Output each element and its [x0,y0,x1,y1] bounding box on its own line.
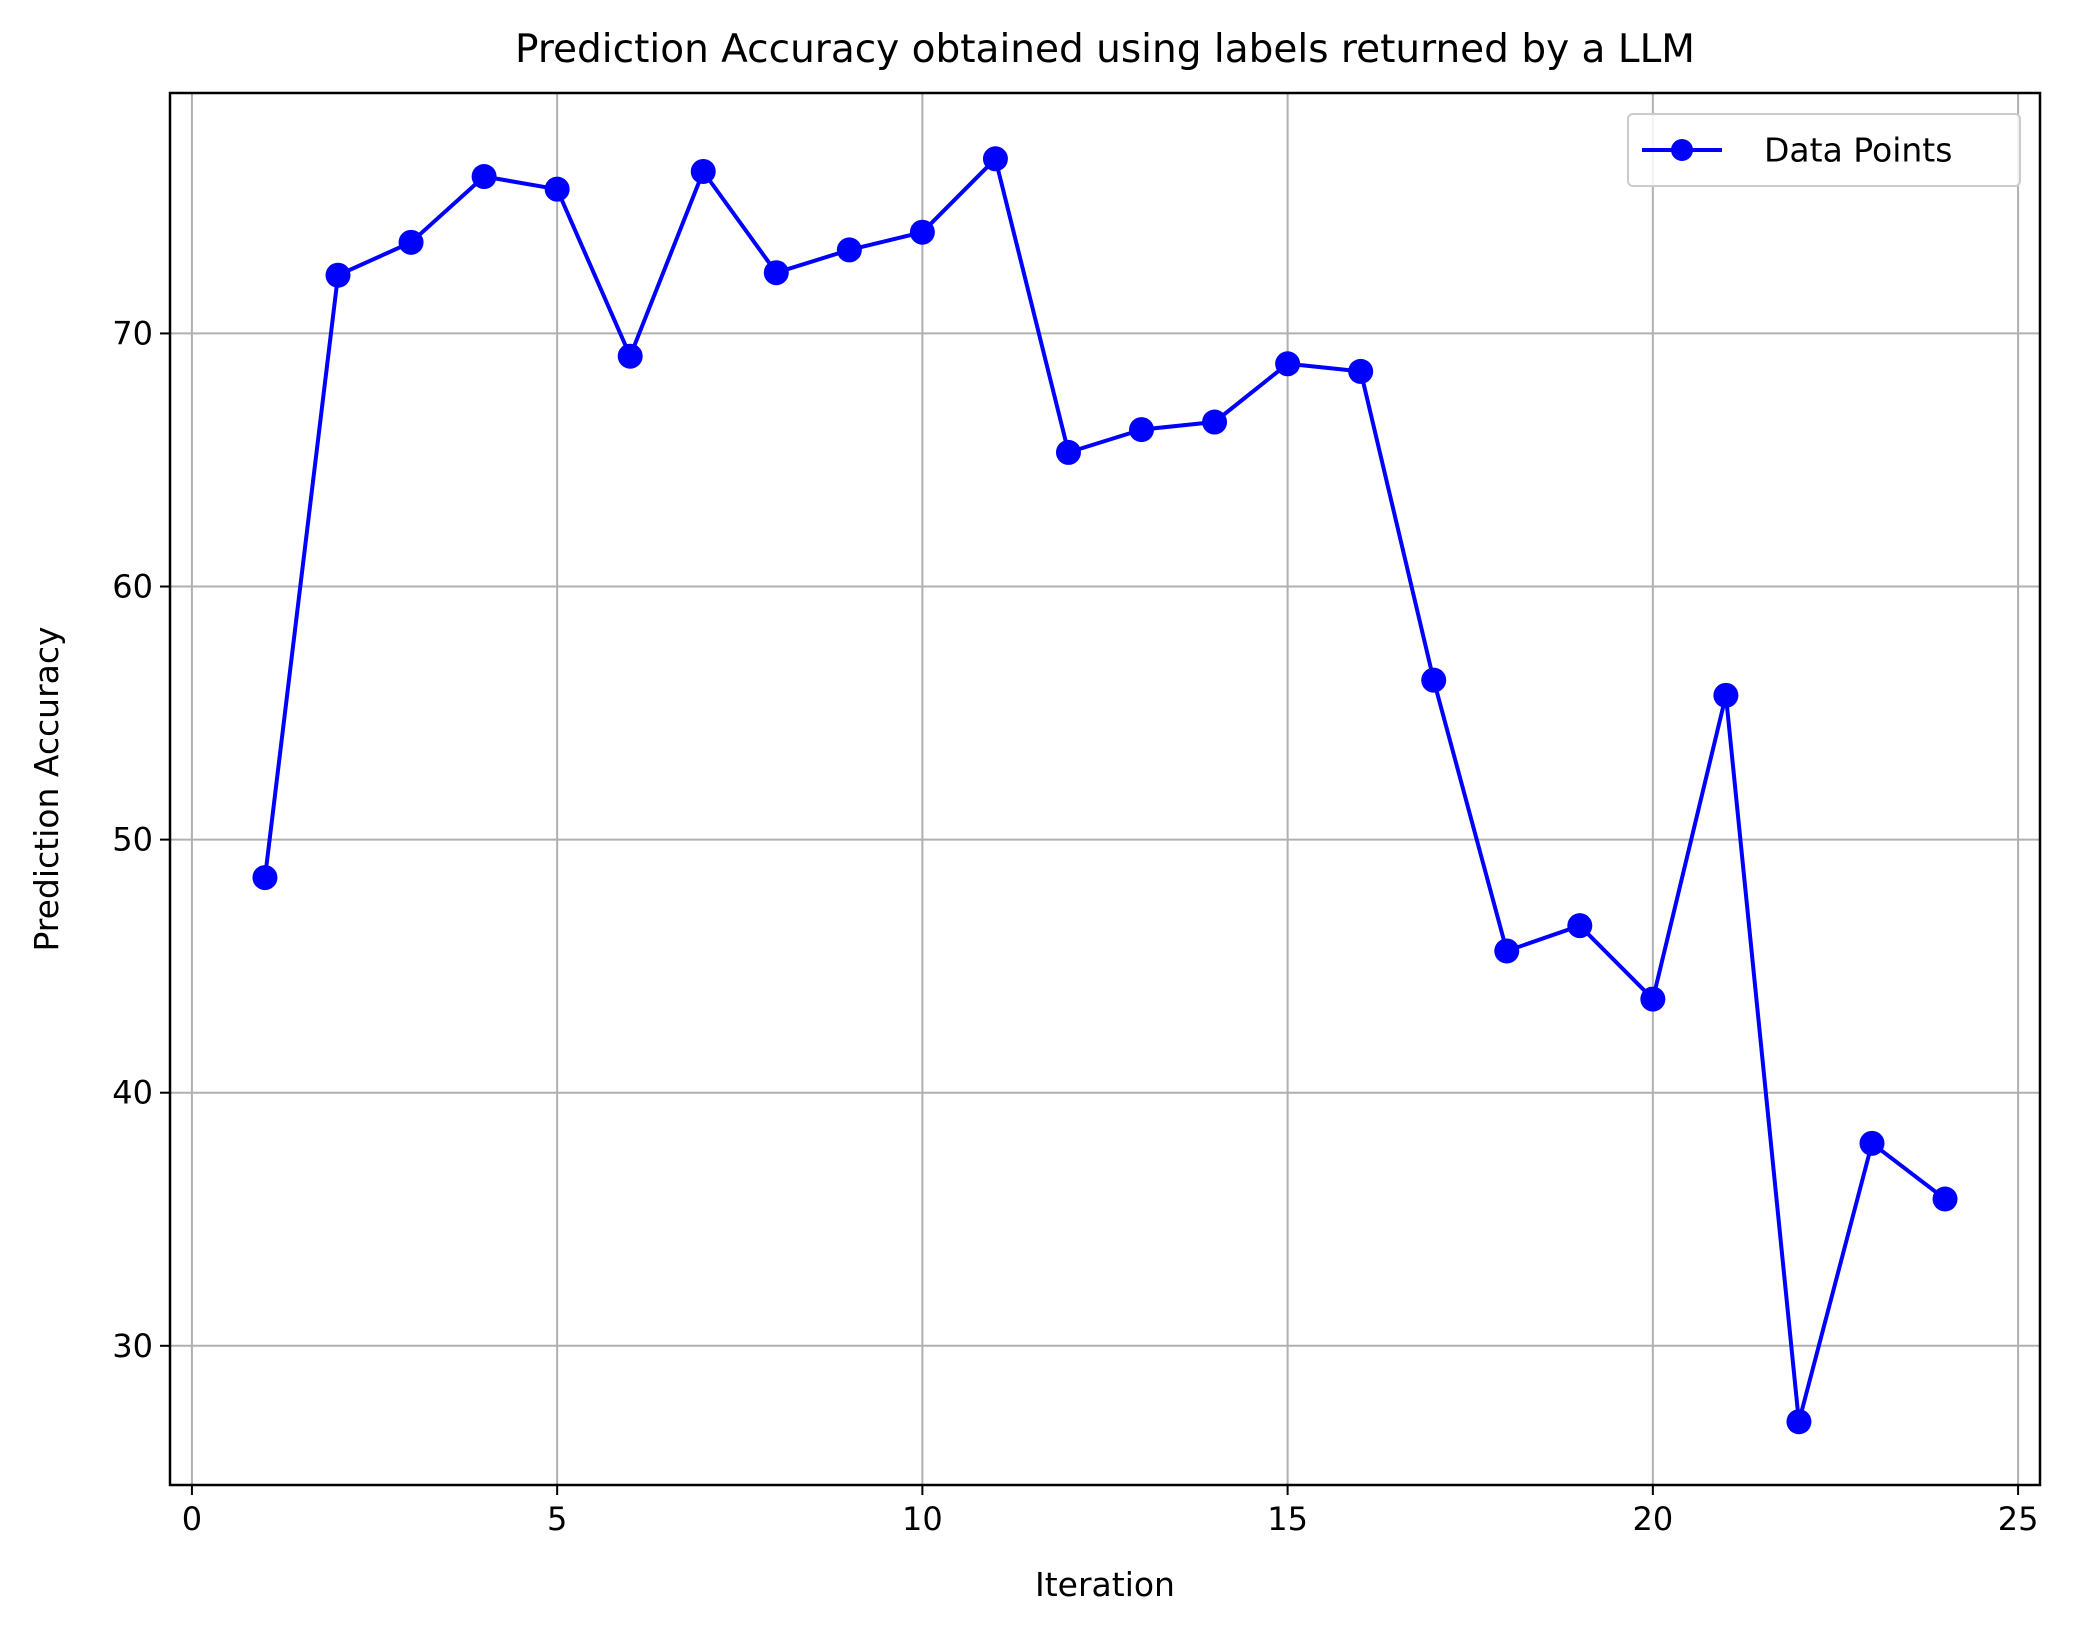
y-tick-label: 60 [112,568,153,606]
data-point [690,158,716,184]
data-point [1348,358,1374,384]
legend-box [1627,113,2021,187]
x-axis-label: Iteration [1035,1565,1175,1604]
x-tick-label: 5 [547,1500,567,1538]
y-tick-label: 70 [112,314,153,352]
legend: Data Points [1627,113,2021,187]
x-tick-label: 10 [902,1500,943,1538]
data-point [325,262,351,288]
data-point [1859,1130,1885,1156]
data-point [1640,986,1666,1012]
data-point [471,164,497,190]
plot-frame [168,91,2042,1487]
grid-lines [170,93,2040,1485]
y-tick-label: 30 [112,1327,153,1365]
data-point [1494,938,1520,964]
data-point [544,176,570,202]
data-point [1055,439,1081,465]
data-point [1713,682,1739,708]
series-markers [252,146,1958,1435]
legend-marker-icon [1671,139,1693,161]
x-tick-label: 0 [182,1500,202,1538]
x-tick-label: 25 [1998,1500,2039,1538]
data-point [1421,667,1447,693]
data-point [1786,1409,1812,1435]
data-point [252,865,278,891]
chart-title: Prediction Accuracy obtained using label… [515,27,1695,72]
y-tick-label: 40 [112,1074,153,1112]
data-point [1932,1186,1958,1212]
data-point [1129,417,1155,443]
data-point [763,260,789,286]
data-point [982,146,1008,172]
series-layer [252,146,1958,1435]
data-point [1202,409,1228,435]
data-point [909,219,935,245]
legend-label: Data Points [1764,131,1952,170]
series-line-data-points [263,156,1947,1424]
data-point [617,343,643,369]
x-tick-label: 20 [1632,1500,1673,1538]
data-point [398,229,424,255]
data-point [836,237,862,263]
x-axis-ticks: 0 5 10 15 20 25 [182,1485,2039,1538]
data-point [1567,913,1593,939]
y-axis-ticks: 30 40 50 60 70 [112,314,170,1365]
y-axis-label: Prediction Accuracy [27,626,66,951]
x-tick-label: 15 [1267,1500,1308,1538]
y-tick-label: 50 [112,821,153,859]
data-point [1275,351,1301,377]
